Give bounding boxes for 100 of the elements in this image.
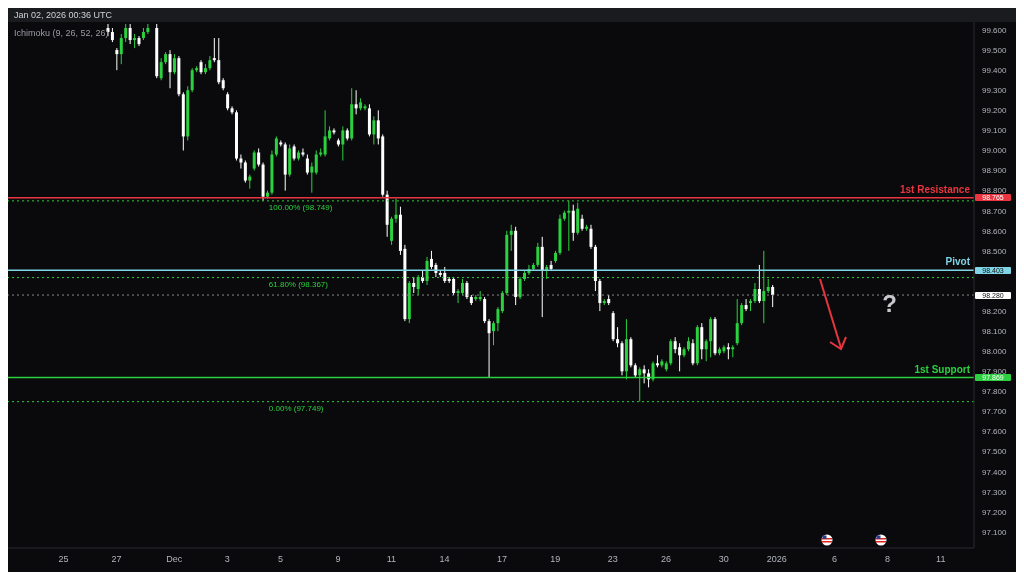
- x-tick-label: 19: [550, 554, 561, 565]
- x-tick-label: 8: [885, 554, 891, 565]
- candlestick: [341, 125, 345, 162]
- candlestick: [115, 47, 119, 71]
- y-tick-label: 99.000: [982, 146, 1008, 156]
- candlestick: [571, 204, 575, 242]
- x-tick-label: 11: [386, 554, 396, 565]
- x-tick-label: Dec: [166, 554, 183, 565]
- candlestick: [500, 290, 504, 314]
- candlestick: [536, 242, 540, 268]
- candlestick: [465, 280, 469, 300]
- y-tick-label: 99.300: [982, 86, 1008, 96]
- candlestick: [616, 326, 620, 348]
- x-tick-label: 26: [661, 554, 672, 565]
- candlestick: [709, 316, 713, 358]
- y-tick-label: 98.700: [982, 206, 1008, 216]
- candlestick: [753, 282, 757, 304]
- y-tick-label: 98.000: [982, 347, 1008, 357]
- candlestick: [744, 298, 748, 312]
- candlestick: [274, 135, 278, 158]
- x-tick-label: 27: [111, 554, 122, 565]
- candlestick: [119, 33, 123, 65]
- candlestick: [771, 284, 775, 308]
- x-tick-label: 9: [335, 554, 341, 565]
- y-tick-label: 99.400: [982, 66, 1008, 76]
- candlestick: [487, 318, 491, 378]
- y-tick-label: 97.600: [982, 427, 1008, 437]
- candlestick: [314, 149, 318, 176]
- y-tick-label: 97.200: [982, 507, 1008, 517]
- candlestick: [226, 91, 230, 111]
- candlestick: [159, 57, 163, 81]
- y-tick-label: 98.600: [982, 226, 1008, 236]
- candlestick: [757, 264, 761, 304]
- candlestick: [549, 260, 553, 272]
- candlestick: [230, 105, 234, 115]
- x-tick-label: 30: [718, 554, 729, 565]
- y-tick-label: 97.900: [982, 367, 1008, 377]
- ref-line-label: 100.00% (98.749): [268, 202, 333, 212]
- y-tick-label: 97.700: [982, 407, 1008, 417]
- candlestick: [452, 276, 456, 296]
- ref-line-label: 1st Support: [914, 363, 971, 375]
- candlestick: [310, 162, 314, 194]
- ref-line-label: 61.80% (98.367): [268, 279, 329, 289]
- candlestick: [598, 278, 602, 312]
- candlestick: [483, 296, 487, 324]
- candlestick: [354, 89, 358, 115]
- candlestick: [722, 344, 726, 354]
- candlestick: [301, 147, 305, 158]
- y-tick-label: 97.100: [982, 527, 1008, 537]
- candlestick: [190, 67, 194, 93]
- x-tick-label: 17: [497, 554, 508, 565]
- candlestick: [168, 49, 172, 89]
- candlestick: [704, 338, 708, 362]
- y-tick-label: 97.500: [982, 447, 1008, 457]
- candlestick: [252, 149, 256, 172]
- candlestick: [496, 306, 500, 332]
- candlestick: [740, 302, 744, 326]
- x-tick-label: 2026: [766, 554, 787, 565]
- y-tick-label: 98.800: [982, 186, 1008, 196]
- y-tick-label: 97.300: [982, 487, 1008, 497]
- candlestick: [239, 154, 243, 170]
- y-tick-label: 98.200: [982, 306, 1008, 316]
- candlestick: [257, 147, 261, 168]
- candlestick: [429, 250, 433, 270]
- x-tick-label: 3: [224, 554, 230, 565]
- candlestick: [172, 53, 176, 75]
- text: Jan 02, 2026 00:36 UTC: [8, 8, 1016, 22]
- candlestick: [509, 224, 513, 252]
- candlestick: [128, 23, 132, 45]
- candlestick: [124, 23, 128, 43]
- y-tick-label: 98.500: [982, 246, 1008, 256]
- candlestick: [642, 364, 646, 384]
- candlestick: [212, 37, 216, 63]
- ref-line-label: 1st Resistance: [899, 183, 971, 195]
- candlestick: [363, 103, 367, 111]
- y-tick-label: 98.100: [982, 327, 1008, 337]
- candlestick: [217, 37, 221, 85]
- x-tick-label: 14: [439, 554, 450, 565]
- y-tick-label: 99.600: [982, 25, 1008, 35]
- y-tick-label: 98.900: [982, 166, 1008, 176]
- candlestick: [589, 224, 593, 250]
- ref-line-label: 0.00% (97.749): [268, 403, 324, 413]
- y-tick-label: 99.200: [982, 106, 1008, 116]
- candlestick: [305, 154, 309, 176]
- candlestick: [678, 342, 682, 372]
- y-tick-label: 97.800: [982, 387, 1008, 397]
- candlestick: [691, 338, 695, 366]
- x-tick-label: 5: [278, 554, 284, 565]
- candlestick: [323, 109, 327, 158]
- ref-line-label: Pivot: [945, 256, 971, 268]
- x-tick-label: 11: [936, 554, 946, 565]
- candlestick: [146, 23, 150, 35]
- x-tick-label: 6: [831, 554, 837, 565]
- candlestick: [243, 160, 247, 184]
- candlestick: [332, 127, 336, 135]
- candlestick: [660, 358, 664, 368]
- annotation: ?: [882, 290, 897, 318]
- candlestick: [390, 216, 394, 246]
- x-tick-label: 23: [607, 554, 618, 565]
- y-tick-label: 97.400: [982, 467, 1008, 477]
